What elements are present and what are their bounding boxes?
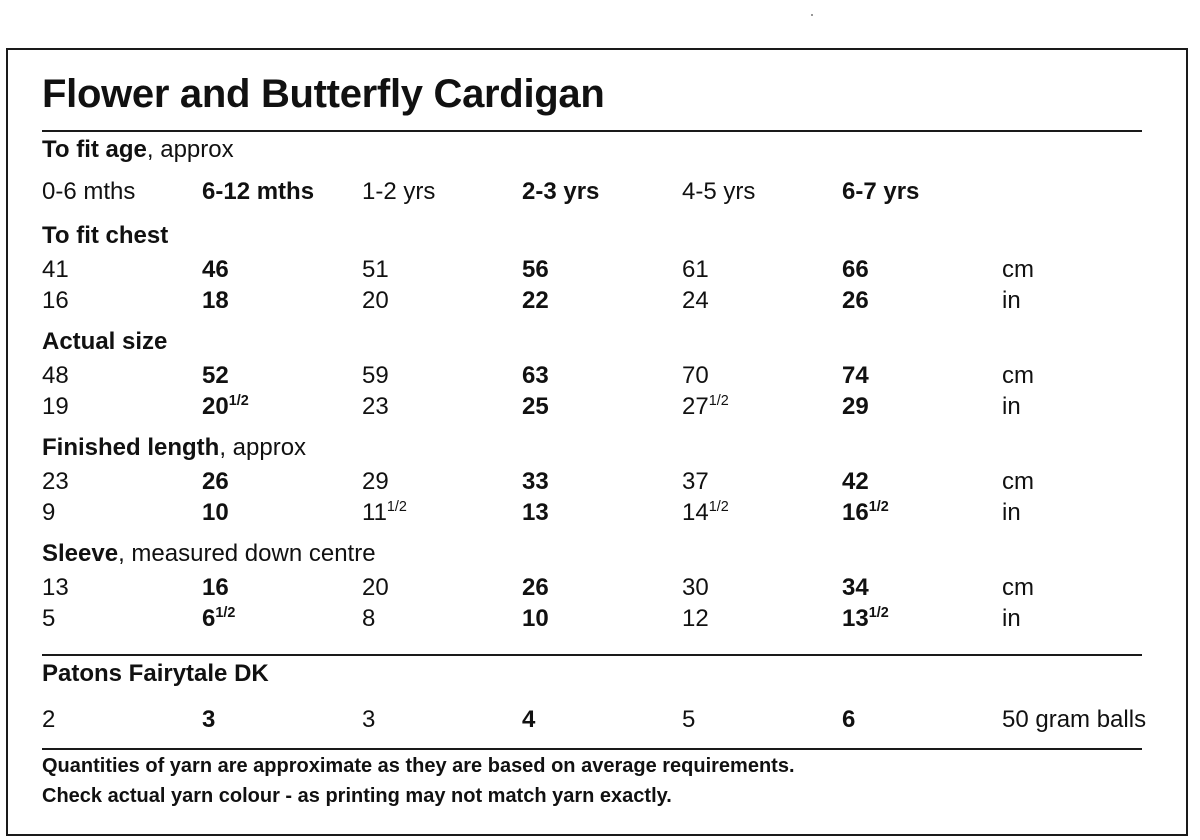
length-cm-value: 23 — [42, 468, 69, 495]
sleeve-in-value: 5 — [42, 605, 56, 632]
actual-cm-value: 48 — [42, 362, 69, 389]
sleeve-cm-value: 13 — [42, 574, 69, 601]
sleeve-in-value: 61/2 — [202, 605, 236, 632]
length-label: Finished length, approx — [42, 434, 307, 461]
pattern-title: Flower and Butterfly Cardigan — [42, 72, 605, 116]
yarn-balls-value: 3 — [202, 706, 216, 733]
chest-label: To fit chest — [42, 222, 169, 249]
actual-cm-value: 59 — [362, 362, 389, 389]
length-cm-value: 29 — [362, 468, 389, 495]
length-cm-value: 37 — [682, 468, 709, 495]
age-value: 6-7 yrs — [842, 178, 920, 205]
yarn-balls-value: 2 — [42, 706, 56, 733]
chest-in-value: 24 — [682, 287, 709, 314]
yarn-divider — [42, 654, 1142, 656]
actual-in-value: 201/2 — [202, 393, 249, 420]
chest-in-value: 26 — [842, 287, 869, 314]
chest-cm-value: 66 — [842, 256, 869, 283]
actual-in-value: 23 — [362, 393, 389, 420]
length-cm-value: 26 — [202, 468, 229, 495]
length-in-value: 10 — [202, 499, 229, 526]
actual-cm-value: 70 — [682, 362, 709, 389]
length-in-value: 141/2 — [682, 499, 729, 526]
chest-cm-unit: cm — [1002, 256, 1034, 283]
age-label: To fit age, approx — [42, 136, 234, 163]
sleeve-in-value: 12 — [682, 605, 709, 632]
chest-in-value: 16 — [42, 287, 69, 314]
sleeve-cm-value: 30 — [682, 574, 709, 601]
sleeve-cm-value: 34 — [842, 574, 869, 601]
length-in-value: 161/2 — [842, 499, 889, 526]
yarn-balls-value: 6 — [842, 706, 856, 733]
chest-in-value: 22 — [522, 287, 549, 314]
length-in-value: 111/2 — [362, 499, 407, 526]
footer-note-2: Check actual yarn colour - as printing m… — [42, 785, 672, 807]
yarn-balls-value: 5 — [682, 706, 696, 733]
sleeve-cm-value: 26 — [522, 574, 549, 601]
sleeve-label: Sleeve, measured down centre — [42, 540, 376, 567]
yarn-balls-value: 4 — [522, 706, 536, 733]
actual-cm-value: 52 — [202, 362, 229, 389]
chest-cm-value: 46 — [202, 256, 229, 283]
footer-divider — [42, 748, 1142, 750]
length-in-value: 13 — [522, 499, 549, 526]
sleeve-in-value: 131/2 — [842, 605, 889, 632]
age-value: 2-3 yrs — [522, 178, 600, 205]
age-value: 0-6 mths — [42, 178, 136, 205]
age-value: 6-12 mths — [202, 178, 315, 205]
chest-in-value: 18 — [202, 287, 229, 314]
actual-cm-value: 74 — [842, 362, 869, 389]
length-cm-value: 33 — [522, 468, 549, 495]
length-in-value: 9 — [42, 499, 56, 526]
actual-cm-unit: cm — [1002, 362, 1034, 389]
sleeve-in-value: 10 — [522, 605, 549, 632]
scan-speck — [811, 14, 813, 16]
actual-in-value: 271/2 — [682, 393, 729, 420]
actual-size-label: Actual size — [42, 328, 168, 355]
sleeve-in-unit: in — [1002, 605, 1021, 632]
size-chart-card: Flower and Butterfly Cardigan To fit age… — [6, 48, 1188, 836]
chest-cm-value: 61 — [682, 256, 709, 283]
chest-in-value: 20 — [362, 287, 389, 314]
actual-in-unit: in — [1002, 393, 1021, 420]
sleeve-in-value: 8 — [362, 605, 376, 632]
yarn-label: Patons Fairytale DK — [42, 660, 269, 687]
age-value: 1-2 yrs — [362, 178, 436, 205]
actual-in-value: 29 — [842, 393, 869, 420]
actual-cm-value: 63 — [522, 362, 549, 389]
yarn-balls-unit: 50 gram balls — [1002, 706, 1147, 733]
actual-in-value: 19 — [42, 393, 69, 420]
length-cm-value: 42 — [842, 468, 869, 495]
length-in-unit: in — [1002, 499, 1021, 526]
title-divider — [42, 130, 1142, 132]
chest-cm-value: 41 — [42, 256, 69, 283]
chest-cm-value: 51 — [362, 256, 389, 283]
length-cm-unit: cm — [1002, 468, 1034, 495]
chest-cm-value: 56 — [522, 256, 549, 283]
sleeve-cm-value: 20 — [362, 574, 389, 601]
age-value: 4-5 yrs — [682, 178, 756, 205]
sleeve-cm-value: 16 — [202, 574, 229, 601]
sleeve-cm-unit: cm — [1002, 574, 1034, 601]
footer-note-1: Quantities of yarn are approximate as th… — [42, 755, 795, 777]
yarn-balls-value: 3 — [362, 706, 376, 733]
actual-in-value: 25 — [522, 393, 549, 420]
chest-in-unit: in — [1002, 287, 1021, 314]
